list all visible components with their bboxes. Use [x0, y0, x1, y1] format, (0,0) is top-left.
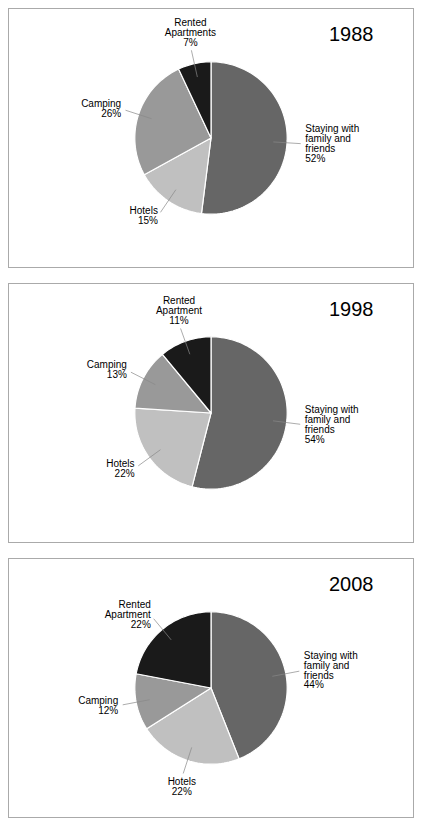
svg-text:1998: 1998 [329, 298, 374, 320]
svg-text:RentedApartments7%: RentedApartments7% [165, 17, 216, 48]
svg-text:Camping12%: Camping12% [78, 695, 118, 716]
svg-text:Camping26%: Camping26% [81, 98, 121, 119]
svg-text:Hotels15%: Hotels15% [130, 205, 158, 226]
svg-text:Camping13%: Camping13% [87, 359, 127, 380]
svg-text:Staying withfamily andfriends4: Staying withfamily andfriends44% [304, 650, 358, 691]
svg-text:RentedApartment11%: RentedApartment11% [156, 295, 202, 326]
svg-text:Staying withfamily andfriends5: Staying withfamily andfriends54% [305, 404, 359, 445]
svg-text:2008: 2008 [329, 573, 374, 595]
svg-text:Hotels22%: Hotels22% [106, 458, 134, 479]
svg-text:Staying withfamily andfriends5: Staying withfamily andfriends52% [305, 123, 359, 164]
svg-text:Hotels22%: Hotels22% [168, 776, 196, 797]
svg-text:1988: 1988 [329, 23, 374, 45]
svg-text:RentedApartment22%: RentedApartment22% [105, 599, 151, 630]
